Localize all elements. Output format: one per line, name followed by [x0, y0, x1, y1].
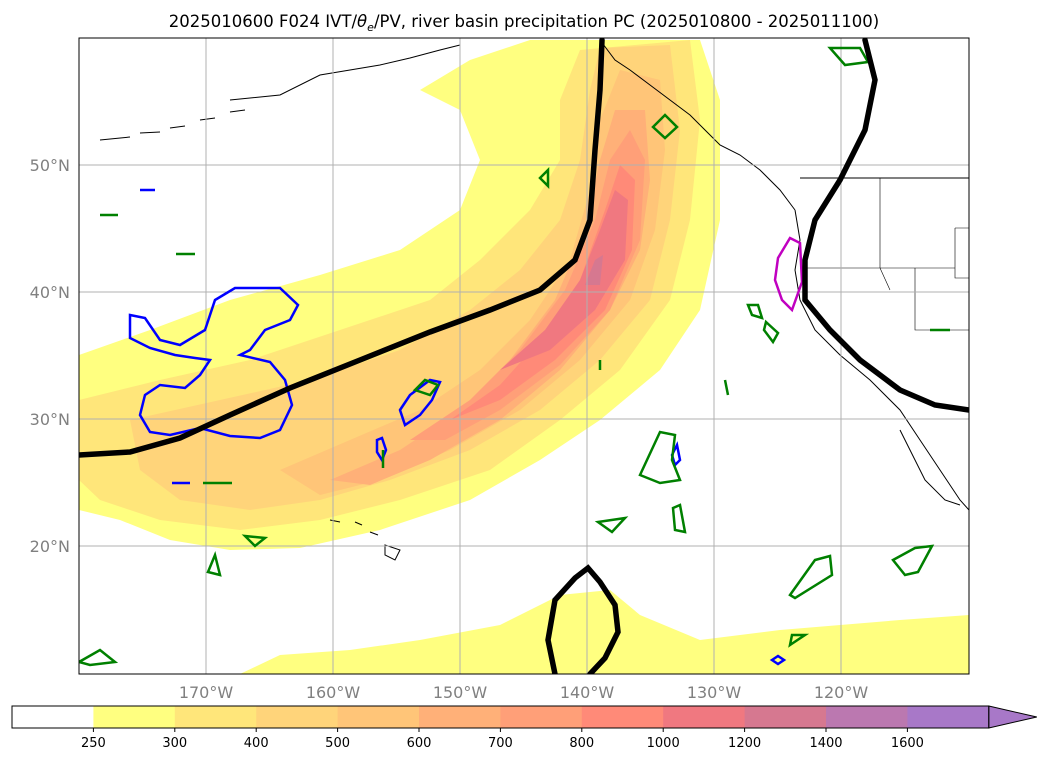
colorbar-tick-250: 250 — [81, 736, 106, 751]
alaska-coast — [229, 44, 461, 101]
colorbar-tick-700: 700 — [488, 736, 513, 751]
lat-label-40n: 40°N — [30, 283, 70, 302]
precip-contour-7 — [638, 430, 682, 485]
precip-contour-9 — [671, 503, 687, 534]
colorbar-tick-1600: 1600 — [891, 736, 924, 751]
bc-alaska-panhandle — [599, 39, 796, 211]
colorbar-extend-arrow — [988, 705, 1037, 729]
precip-contour-2 — [651, 113, 679, 140]
colorbar-tick-400: 400 — [244, 736, 269, 751]
precip-contour-14 — [891, 544, 935, 577]
theta-e-contour-south — [545, 564, 621, 674]
colorbar-segment-1000 — [663, 706, 746, 728]
colorbar-segment-600 — [419, 706, 501, 728]
colorbar-tick-600: 600 — [407, 736, 432, 751]
colorbar-tick-1200: 1200 — [728, 736, 761, 751]
precip-contour-3 — [538, 166, 550, 190]
colorbar-segment-250 — [93, 706, 176, 728]
precip-contours — [79, 46, 950, 667]
precip-contour-11 — [762, 319, 780, 345]
colorbar-segment-500 — [337, 706, 420, 728]
magenta-contour — [773, 236, 804, 313]
precip-contour-13 — [788, 554, 834, 600]
colorbar: 250 300 400 500 600 700 800 1000 1200 1400 1600 — [11, 705, 1037, 751]
lat-label-50n: 50°N — [30, 156, 70, 175]
colorbar-tick-300: 300 — [162, 736, 187, 751]
theta-e-contours — [79, 38, 969, 674]
lon-label-120w: 120°W — [814, 683, 869, 702]
colorbar-segment-below — [12, 706, 94, 728]
pv-contour-mid — [398, 378, 442, 427]
map-frame — [78, 37, 970, 675]
pv-contour-small5 — [769, 654, 787, 666]
lon-label-130w: 130°W — [687, 683, 742, 702]
precip-contour-12 — [723, 379, 730, 396]
map-panel — [79, 38, 969, 674]
ivt-shading — [79, 40, 969, 674]
colorbar-tick-500: 500 — [325, 736, 350, 751]
ivt-level-1200 — [585, 255, 603, 285]
hawaii-islands — [329, 519, 401, 561]
theta-e-contour-east — [802, 38, 969, 413]
pv-contours — [128, 188, 787, 666]
lat-label-30n: 30°N — [30, 410, 70, 429]
gridlines — [79, 38, 969, 674]
lon-label-140w: 140°W — [560, 683, 615, 702]
colorbar-segment-1400 — [826, 706, 908, 728]
mexico-coast — [899, 429, 961, 506]
precip-contour-18 — [79, 648, 119, 667]
precip-contour-15 — [788, 633, 810, 648]
lon-label-150w: 150°W — [433, 683, 488, 702]
precip-contour-16 — [241, 534, 269, 548]
lon-label-170w: 170°W — [179, 683, 234, 702]
colorbar-segment-400 — [256, 706, 339, 728]
colorbar-segment-1600 — [907, 706, 990, 728]
ivt-level-250-south — [240, 590, 969, 674]
colorbar-tick-1400: 1400 — [809, 736, 842, 751]
colorbar-tick-1000: 1000 — [647, 736, 680, 751]
lat-label-20n: 20°N — [30, 537, 70, 556]
precip-contour-10 — [746, 303, 764, 320]
ivt-level-400 — [130, 45, 680, 510]
coastlines — [99, 39, 969, 561]
colorbar-segment-700 — [500, 706, 583, 728]
colorbar-segment-300 — [174, 706, 257, 728]
ivt-level-1000 — [500, 190, 628, 370]
colorbar-segment-800 — [581, 706, 664, 728]
colorbar-tick-800: 800 — [569, 736, 594, 751]
us-state-lines — [800, 178, 969, 331]
precip-contour-17 — [206, 551, 222, 577]
figure-title: 2025010600 F024 IVT/θe/PV, river basin p… — [169, 12, 879, 34]
precip-contour-6 — [412, 378, 441, 397]
us-west-coast — [794, 209, 969, 511]
lon-label-160w: 160°W — [306, 683, 361, 702]
pv-contour-large — [128, 286, 300, 440]
theta-e-contour-main — [79, 38, 605, 458]
aleutian-islands — [99, 109, 246, 141]
precip-contour-8 — [594, 516, 629, 534]
colorbar-segment-1200 — [744, 706, 827, 728]
